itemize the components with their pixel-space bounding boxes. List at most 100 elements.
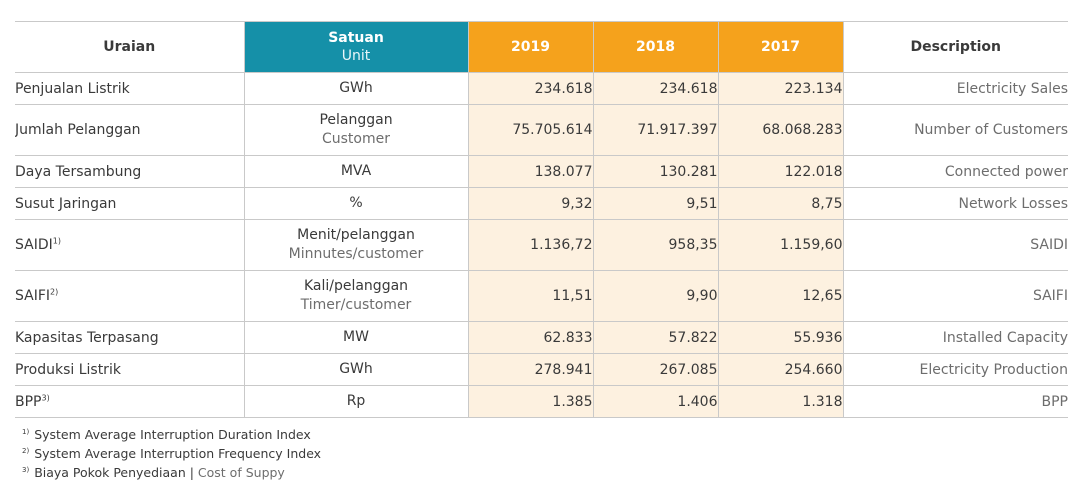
row-value-2018: 234.618: [593, 72, 719, 105]
row-uraian-label: SAIFI: [15, 288, 51, 304]
header-unit-label: Unit: [341, 48, 371, 64]
row-value-2019: 138.077: [468, 155, 594, 188]
table-row: Produksi Listrik GWh 278.941 267.085 254.660…: [15, 353, 1068, 386]
footnote-text: System Average Interruption Frequency In…: [34, 446, 322, 462]
table-row: Daya Tersambung MVA 138.077 130.281 122.018 C…: [15, 155, 1068, 188]
row-uraian: Susut Jaringan: [15, 187, 245, 220]
row-uraian: BPP3): [15, 385, 245, 418]
row-value-2019: 278.941: [468, 353, 594, 386]
footnotes: 1) System Average Interruption Duration I…: [22, 424, 321, 481]
footnote-item: 1) System Average Interruption Duration I…: [22, 424, 321, 443]
header-year-2018: 2018: [593, 21, 719, 73]
row-value-2017: 254.660: [718, 353, 844, 386]
row-description: Number of Customers: [843, 104, 1068, 156]
row-uraian-label: BPP: [15, 393, 42, 410]
header-satuan: Satuan Unit: [244, 21, 469, 73]
footnote-text-en: Cost of Suppy: [197, 465, 285, 481]
row-value-2018: 9,51: [593, 187, 719, 220]
row-satuan: Rp: [244, 385, 469, 418]
table-row: Penjualan Listrik GWh 234.618 234.618 223.13…: [15, 72, 1068, 105]
table-row: SAIDI1) Menit/pelanggan Minnutes/customer 1…: [15, 219, 1068, 271]
header-uraian: Uraian: [15, 21, 245, 73]
row-satuan-label: Menit/pelanggan: [297, 227, 415, 243]
footnote-marker: 1): [52, 236, 61, 246]
row-uraian: Penjualan Listrik: [15, 72, 245, 105]
row-uraian-label: SAIDI: [15, 237, 53, 253]
row-uraian-label: Daya Tersambung: [15, 163, 142, 180]
row-uraian-label: Susut Jaringan: [15, 195, 117, 212]
footnote-text: System Average Interruption Duration Ind…: [34, 427, 311, 443]
header-year-2017: 2017: [718, 21, 844, 73]
row-uraian-label: Kapasitas Terpasang: [15, 329, 159, 346]
row-uraian-label: Produksi Listrik: [15, 361, 121, 378]
row-value-2019: 9,32: [468, 187, 594, 220]
row-uraian: SAIFI2): [15, 270, 245, 322]
table-row: Kapasitas Terpasang MW 62.833 57.822 55.936 I…: [15, 321, 1068, 354]
table-header-row: Uraian Satuan Unit 2019 2018 2017 Descri…: [15, 21, 1068, 73]
header-satuan-label: Satuan: [328, 30, 384, 46]
row-satuan-label: GWh: [339, 80, 373, 96]
row-value-2017: 1.159,60: [718, 219, 844, 271]
row-uraian: SAIDI1): [15, 219, 245, 271]
row-description: Network Losses: [843, 187, 1068, 220]
row-satuan: MW: [244, 321, 469, 354]
row-value-2018: 958,35: [593, 219, 719, 271]
footnote-mark: 1): [22, 428, 30, 436]
row-description: Electricity Sales: [843, 72, 1068, 105]
row-satuan: Kali/pelanggan Timer/customer: [244, 270, 469, 322]
row-value-2018: 267.085: [593, 353, 719, 386]
footnote-text: Biaya Pokok Penyediaan |: [34, 465, 198, 481]
row-value-2019: 75.705.614: [468, 104, 594, 156]
row-description: Installed Capacity: [843, 321, 1068, 354]
row-value-2018: 1.406: [593, 385, 719, 418]
header-description: Description: [843, 21, 1068, 73]
row-value-2018: 71.917.397: [593, 104, 719, 156]
footnote-mark: 2): [22, 447, 30, 456]
row-description: Electricity Production: [843, 353, 1068, 386]
footnote-item: 2) System Average Interruption Frequency …: [22, 443, 321, 462]
row-satuan: Pelanggan Customer: [244, 104, 469, 156]
row-value-2018: 9,90: [593, 270, 719, 322]
row-value-2017: 223.134: [718, 72, 844, 105]
header-year-2019: 2019: [468, 21, 594, 73]
row-uraian-label: Jumlah Pelanggan: [15, 122, 141, 138]
row-value-2019: 11,51: [468, 270, 594, 322]
footnote-mark: 3): [22, 466, 30, 475]
row-satuan-label: MVA: [340, 163, 372, 179]
row-value-2017: 68.068.283: [718, 104, 844, 156]
row-satuan-label: MW: [343, 329, 369, 345]
footnote-marker: 2): [50, 287, 59, 297]
row-unit-label: Minnutes/customer: [288, 246, 424, 262]
row-value-2017: 12,65: [718, 270, 844, 322]
row-value-2017: 8,75: [718, 187, 844, 220]
row-uraian: Jumlah Pelanggan: [15, 104, 245, 156]
row-description: SAIFI: [843, 270, 1068, 322]
row-uraian: Kapasitas Terpasang: [15, 321, 245, 354]
row-satuan-label: Rp: [346, 393, 366, 409]
row-satuan: MVA: [244, 155, 469, 188]
row-value-2019: 234.618: [468, 72, 594, 105]
table-row: Jumlah Pelanggan Pelanggan Customer 75.705.…: [15, 104, 1068, 156]
footnote-marker: 3): [41, 392, 50, 402]
row-value-2017: 122.018: [718, 155, 844, 188]
row-satuan-label: GWh: [339, 361, 373, 377]
row-value-2017: 55.936: [718, 321, 844, 354]
row-satuan: %: [244, 187, 469, 220]
row-satuan: GWh: [244, 72, 469, 105]
row-satuan-label: Pelanggan: [319, 112, 393, 128]
row-uraian-label: Penjualan Listrik: [15, 80, 130, 97]
row-unit-label: Customer: [321, 131, 390, 147]
table-body: Penjualan Listrik GWh 234.618 234.618 223.13…: [15, 72, 1068, 418]
row-unit-label: Timer/customer: [300, 297, 412, 313]
row-satuan: GWh: [244, 353, 469, 386]
row-description: SAIDI: [843, 219, 1068, 271]
row-satuan-label: %: [349, 195, 363, 211]
table-row: SAIFI2) Kali/pelanggan Timer/customer 11,51…: [15, 270, 1068, 322]
row-value-2017: 1.318: [718, 385, 844, 418]
row-satuan: Menit/pelanggan Minnutes/customer: [244, 219, 469, 271]
table-row: BPP3) Rp 1.385 1.406 1.318 BPP: [15, 385, 1068, 418]
row-value-2019: 1.385: [468, 385, 594, 418]
row-value-2019: 62.833: [468, 321, 594, 354]
row-description: Connected power: [843, 155, 1068, 188]
footnote-item: 3) Biaya Pokok Penyediaan | Cost of Suppy: [22, 462, 321, 481]
